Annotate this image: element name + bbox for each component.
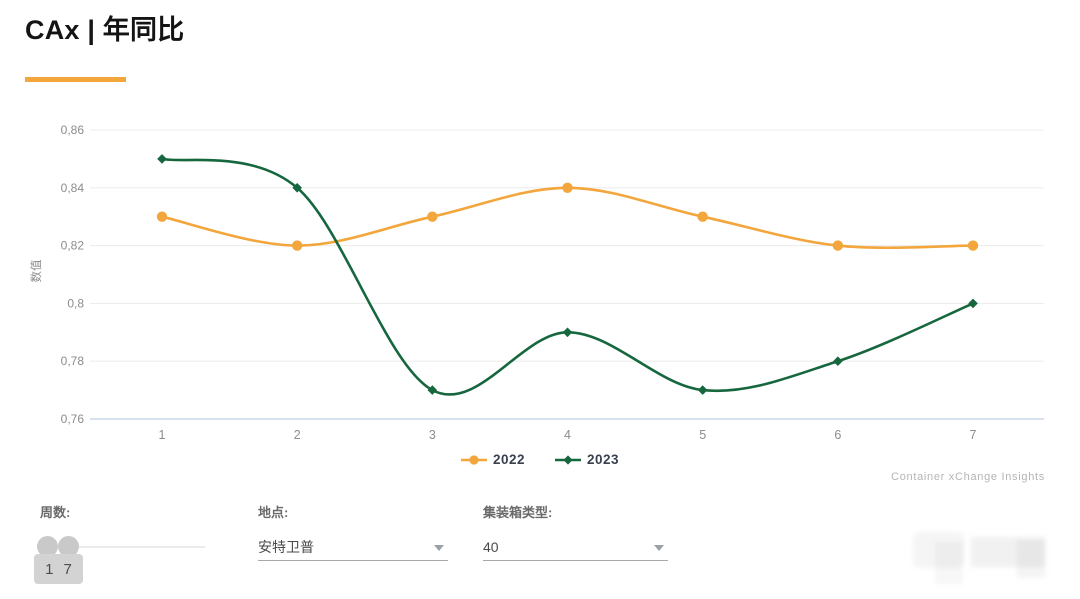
legend-label: 2023 bbox=[587, 452, 620, 467]
series-line-2023 bbox=[160, 157, 975, 396]
page-title: CAx | 年同比 bbox=[25, 15, 185, 45]
x-tick-label: 3 bbox=[429, 428, 436, 442]
title-accent-bar bbox=[25, 77, 126, 82]
legend-item-2023[interactable]: 2023 bbox=[555, 452, 619, 467]
y-tick-label: 0,82 bbox=[61, 239, 85, 253]
data-point-2022-week2 bbox=[291, 240, 303, 251]
x-tick-label: 5 bbox=[699, 428, 706, 442]
y-axis-title: 数值 bbox=[31, 259, 43, 283]
slider-handle-max[interactable] bbox=[58, 536, 79, 557]
container-type-filter-label: 集装箱类型: bbox=[483, 505, 553, 520]
legend-marker-circle-icon bbox=[460, 454, 487, 465]
slider-handle-min[interactable] bbox=[37, 536, 58, 557]
x-tick-label: 7 bbox=[970, 428, 977, 442]
weeks-filter-label: 周数: bbox=[40, 505, 71, 520]
data-point-2023-week1 bbox=[157, 154, 167, 164]
data-point-2022-week1 bbox=[156, 211, 168, 222]
slider-min-value: 1 bbox=[45, 560, 54, 578]
x-tick-label: 6 bbox=[834, 428, 841, 442]
data-point-2022-week4 bbox=[562, 182, 573, 193]
data-point-2023-week3 bbox=[427, 385, 438, 395]
legend-label: 2022 bbox=[492, 452, 525, 467]
y-tick-label: 0,84 bbox=[61, 181, 85, 195]
series-line-2022 bbox=[160, 186, 975, 250]
y-tick-label: 0,8 bbox=[67, 296, 84, 310]
x-tick-label: 4 bbox=[564, 428, 571, 442]
chevron-down-icon bbox=[434, 545, 444, 551]
container-type-dropdown-value: 40 bbox=[483, 539, 499, 555]
y-tick-label: 0,76 bbox=[61, 412, 85, 426]
data-point-2022-week5 bbox=[697, 211, 708, 222]
data-point-2022-week3 bbox=[427, 211, 438, 222]
y-tick-label: 0,86 bbox=[61, 123, 85, 137]
data-point-2023-week7 bbox=[968, 298, 978, 309]
y-tick-label: 0,78 bbox=[61, 354, 85, 368]
data-point-2022-week6 bbox=[832, 240, 844, 251]
location-dropdown-value: 安特卫普 bbox=[258, 539, 314, 555]
weeks-range-slider[interactable]: 1 7 bbox=[34, 534, 210, 594]
chart-legend: 2022 2023 bbox=[0, 452, 1080, 467]
legend-item-2022[interactable]: 2022 bbox=[460, 452, 525, 467]
slider-max-value: 7 bbox=[63, 560, 72, 578]
x-tick-label: 2 bbox=[294, 428, 301, 442]
data-point-2022-week7 bbox=[967, 240, 979, 251]
blurred-watermark-overlay bbox=[905, 524, 1053, 588]
data-point-2023-week4 bbox=[562, 327, 573, 338]
chevron-down-icon bbox=[654, 545, 664, 551]
location-filter-label: 地点: bbox=[258, 505, 289, 520]
slider-value-tooltip: 1 7 bbox=[34, 554, 83, 584]
legend-marker-diamond-icon bbox=[555, 454, 581, 465]
data-point-2023-week5 bbox=[697, 385, 708, 395]
line-chart: 0,86 0,84 0,82 0,8 0,78 0,76 1 2 3 4 5 6 7 bbox=[61, 123, 1044, 442]
watermark-text: Container xChange Insights bbox=[891, 471, 1045, 483]
location-dropdown[interactable]: 安特卫普 bbox=[258, 536, 448, 561]
data-point-2023-week6 bbox=[833, 356, 843, 366]
slider-track[interactable] bbox=[47, 546, 205, 548]
x-tick-label: 1 bbox=[159, 428, 166, 442]
container-type-dropdown[interactable]: 40 bbox=[483, 536, 668, 561]
